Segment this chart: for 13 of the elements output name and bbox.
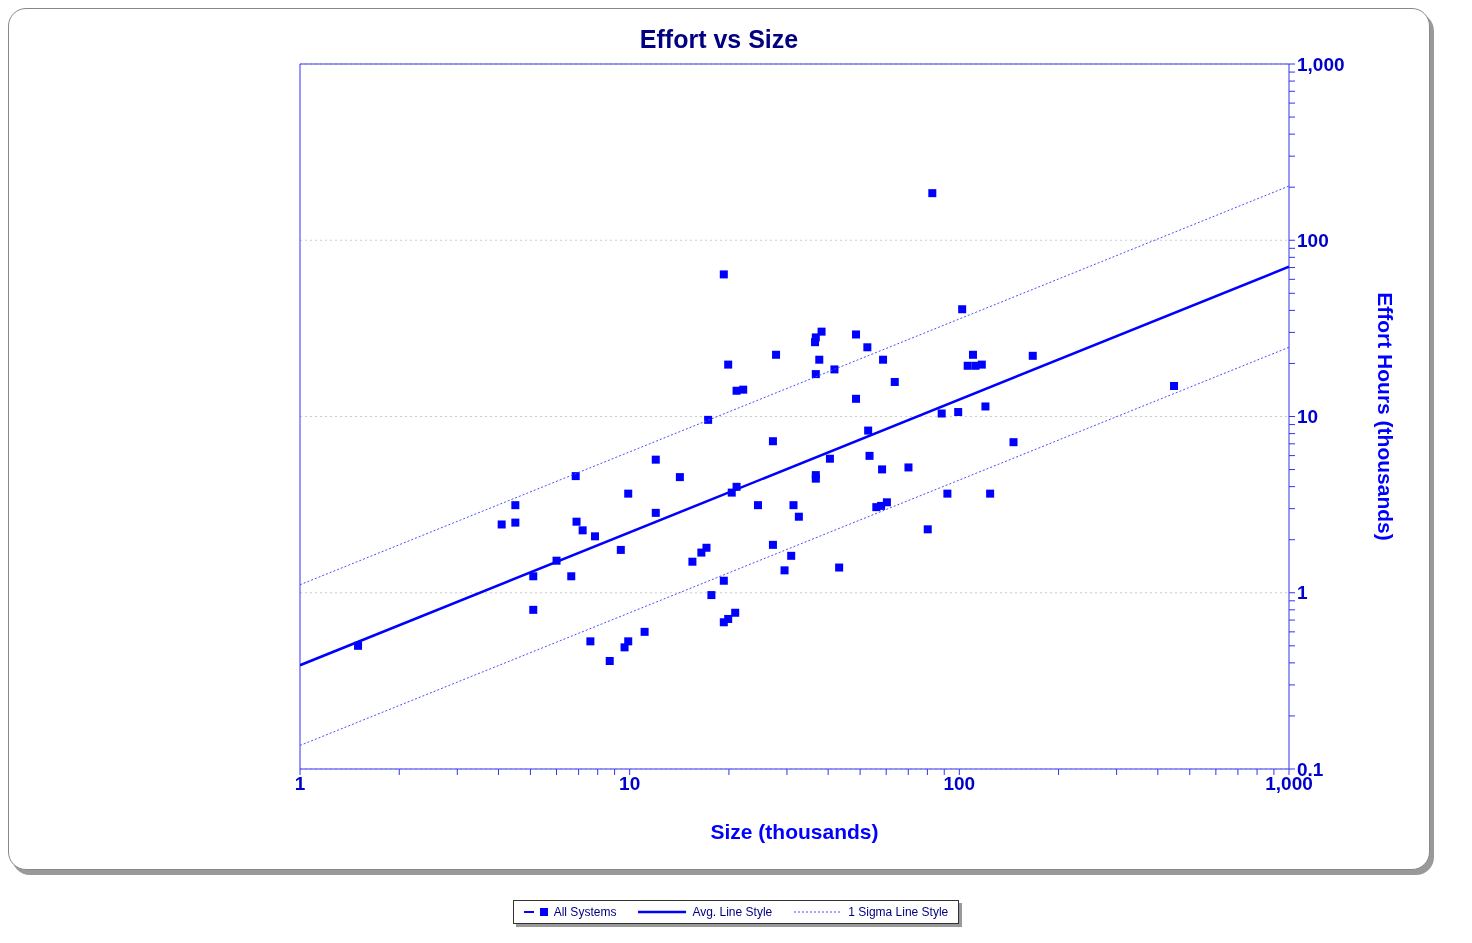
y-tick-label: 1 xyxy=(1297,582,1308,604)
chart-title: Effort vs Size xyxy=(638,25,800,54)
x-tick-label: 100 xyxy=(943,773,976,795)
legend-label: Avg. Line Style xyxy=(692,905,773,919)
y-tick-label: 1,000 xyxy=(1297,53,1345,75)
x-axis-title: Size (thousands) xyxy=(710,820,879,843)
y-tick-label: 10 xyxy=(1297,406,1319,428)
x-tick-label: 10 xyxy=(619,773,641,795)
legend-label: 1 Sigma Line Style xyxy=(848,905,949,919)
legend-label: All Systems xyxy=(553,905,617,919)
y-tick-label: 100 xyxy=(1297,229,1329,251)
y-axis-title: Effort Hours (thousands) xyxy=(1373,292,1397,541)
x-tick-label: 1 xyxy=(294,773,306,795)
